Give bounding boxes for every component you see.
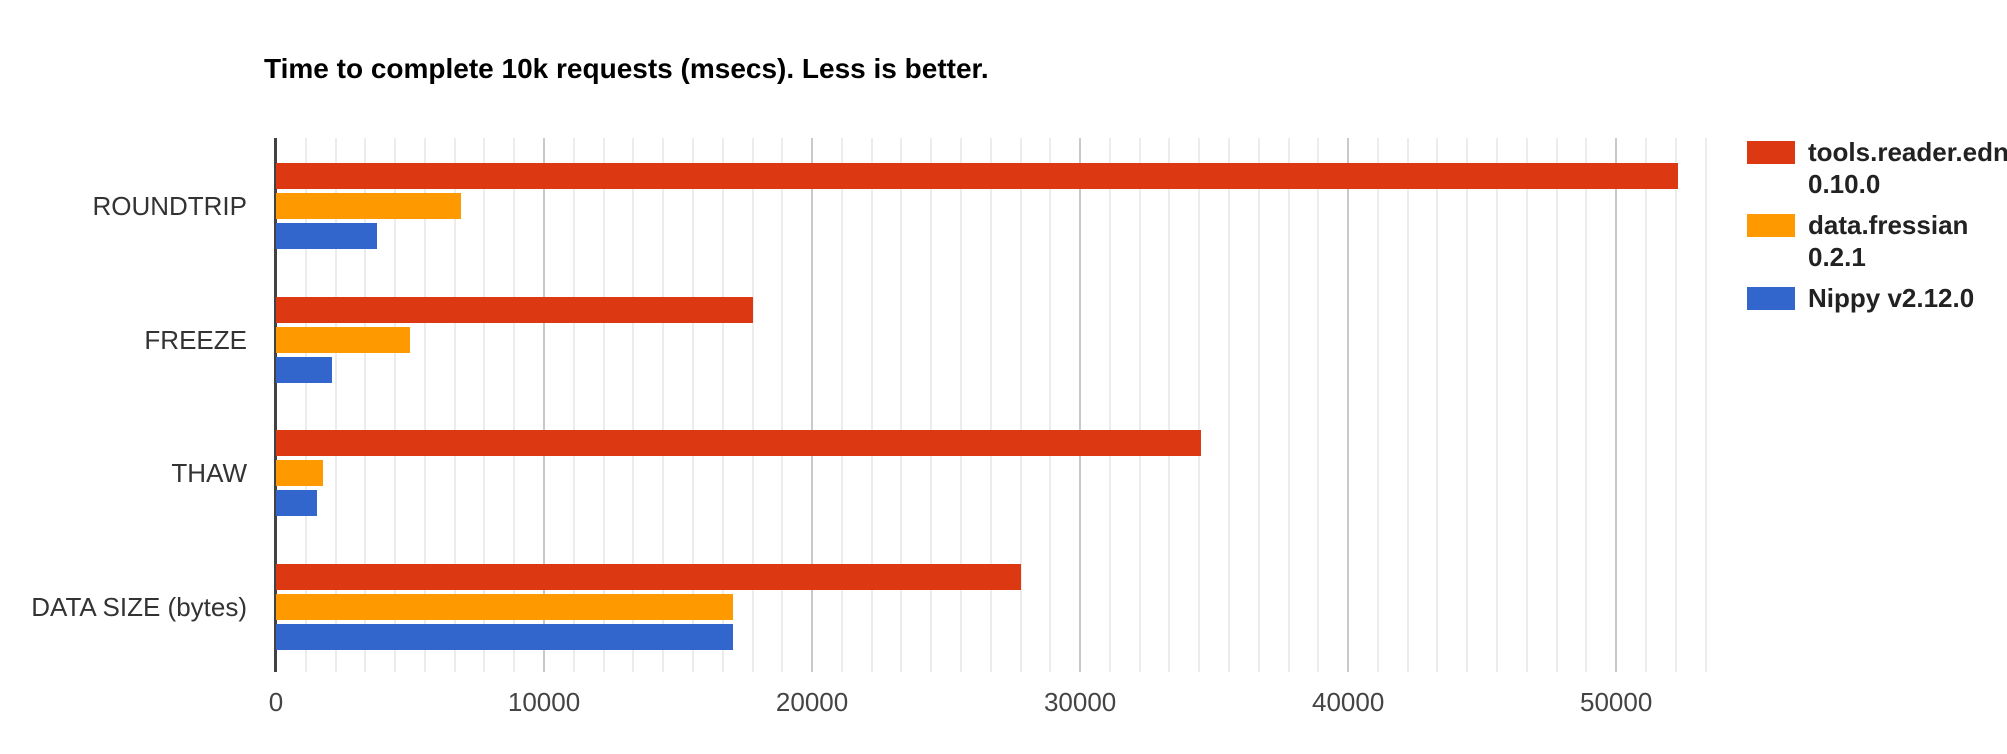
legend-item-data-fressian-0-2-1: data.fressian 0.2.1 [1747,209,2003,273]
bar-freeze-nippy-v2-12-0[interactable] [276,356,333,383]
minor-gridline [304,138,307,672]
minor-gridline [364,138,367,672]
minor-gridline [1138,138,1141,672]
legend: tools.reader.edn 0.10.0 data.fressian 0.2… [1747,136,2007,323]
minor-gridline [1317,138,1320,672]
minor-gridline [394,138,397,672]
minor-gridline [989,138,992,672]
bar-roundtrip-tools-reader-edn-0-10-0[interactable] [276,163,1678,189]
x-axis-tick-labels: 0 10000 20000 30000 40000 50000 [269,686,1710,722]
x-tick-label-10000: 10000 [507,687,581,717]
minor-gridline [1049,138,1052,672]
bar-thaw-tools-reader-edn-0-10-0[interactable] [276,430,1201,456]
y-axis-category-labels: ROUNDTRIP FREEZE THAW DATA SIZE (bytes) [0,138,247,672]
major-gridline [543,138,546,672]
minor-gridline [930,138,933,672]
minor-gridline [870,138,873,672]
legend-item-tools-reader-edn-0-10-0: tools.reader.edn 0.10.0 [1747,136,2007,200]
x-tick-label-40000: 40000 [1311,687,1385,717]
major-gridline [1079,138,1082,672]
minor-gridline [1406,138,1409,672]
minor-gridline [1644,138,1647,672]
bar-thaw-nippy-v2-12-0[interactable] [276,490,317,516]
x-tick-label-20000: 20000 [775,687,849,717]
minor-gridline [721,138,724,672]
x-tick-label-0: 0 [268,687,284,717]
minor-gridline [572,138,575,672]
minor-gridline [1466,138,1469,672]
minor-gridline [483,138,486,672]
minor-gridline [1198,138,1201,672]
minor-gridline [1525,138,1528,672]
bar-data-size-bytes-tools-reader-edn-0-10-0[interactable] [276,563,1022,590]
minor-gridline [632,138,635,672]
minor-gridline [1496,138,1499,672]
minor-gridline [1168,138,1171,672]
minor-gridline [691,138,694,672]
minor-gridline [662,138,665,672]
legend-swatch-nippy-v2-12-0 [1747,287,1795,310]
major-gridline [1615,138,1618,672]
bar-roundtrip-data-fressian-0-2-1[interactable] [276,193,461,219]
minor-gridline [1555,138,1558,672]
bar-thaw-data-fressian-0-2-1[interactable] [276,460,323,486]
minor-gridline [1585,138,1588,672]
bar-data-size-bytes-nippy-v2-12-0[interactable] [276,623,733,650]
minor-gridline [751,138,754,672]
minor-gridline [1257,138,1260,672]
minor-gridline [1704,138,1707,672]
minor-gridline [900,138,903,672]
x-tick-label-30000: 30000 [1043,687,1117,717]
minor-gridline [334,138,337,672]
bar-data-size-bytes-data-fressian-0-2-1[interactable] [276,593,733,620]
minor-gridline [1287,138,1290,672]
major-gridline [811,138,814,672]
category-label-roundtrip: ROUNDTRIP [92,191,247,221]
minor-gridline [423,138,426,672]
legend-label-data-fressian-0-2-1: data.fressian 0.2.1 [1808,210,1969,272]
bar-freeze-data-fressian-0-2-1[interactable] [276,326,411,353]
minor-gridline [1228,138,1231,672]
chart-title: Time to complete 10k requests (msecs). L… [264,53,989,84]
legend-item-nippy-v2-12-0: Nippy v2.12.0 [1747,282,2003,314]
major-gridline [1347,138,1350,672]
minor-gridline [1674,138,1677,672]
minor-gridline [1108,138,1111,672]
minor-gridline [840,138,843,672]
y-axis-line [274,138,277,672]
bar-roundtrip-nippy-v2-12-0[interactable] [276,223,377,249]
legend-swatch-tools-reader-edn-0-10-0 [1747,141,1795,164]
legend-label-tools-reader-edn-0-10-0: tools.reader.edn 0.10.0 [1808,137,2007,199]
minor-gridline [513,138,516,672]
x-tick-label-50000: 50000 [1580,687,1653,717]
legend-swatch-data-fressian-0-2-1 [1747,214,1795,237]
plot-area [274,138,1710,672]
minor-gridline [781,138,784,672]
minor-gridline [602,138,605,672]
minor-gridline [1376,138,1379,672]
category-label-thaw: THAW [171,458,247,488]
legend-label-nippy-v2-12-0: Nippy v2.12.0 [1808,283,1975,313]
category-label-freeze: FREEZE [144,324,247,355]
minor-gridline [1436,138,1439,672]
minor-gridline [1019,138,1022,672]
bar-freeze-tools-reader-edn-0-10-0[interactable] [276,296,754,323]
minor-gridline [453,138,456,672]
category-label-data-size-bytes: DATA SIZE (bytes) [31,591,247,622]
minor-gridline [959,138,962,672]
